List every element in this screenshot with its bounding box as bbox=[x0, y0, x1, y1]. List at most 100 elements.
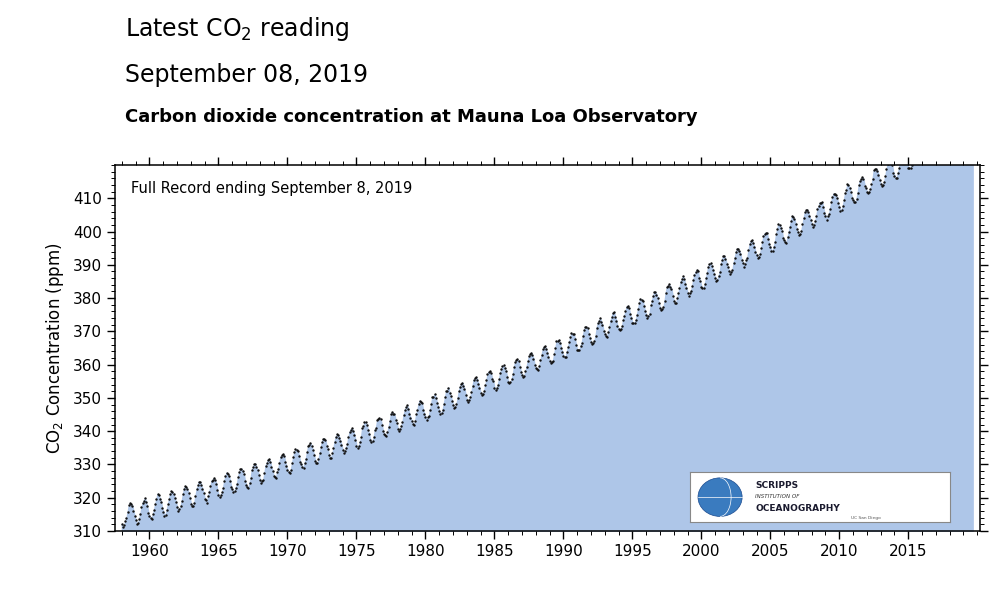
Point bbox=[880, 160, 896, 169]
Point bbox=[669, 293, 685, 303]
Point bbox=[615, 315, 631, 325]
Point bbox=[870, 170, 886, 179]
Point bbox=[811, 201, 827, 211]
Point bbox=[820, 211, 836, 220]
Point bbox=[747, 247, 763, 257]
Point bbox=[943, 139, 959, 149]
Point bbox=[393, 421, 409, 431]
Point bbox=[885, 168, 901, 178]
Point bbox=[168, 497, 184, 507]
Point bbox=[348, 441, 364, 451]
Point bbox=[688, 267, 704, 277]
Point bbox=[515, 372, 531, 382]
Point bbox=[600, 328, 616, 337]
Point bbox=[442, 389, 458, 398]
Point bbox=[298, 454, 314, 464]
Point bbox=[627, 318, 643, 328]
Point bbox=[683, 286, 699, 295]
Point bbox=[766, 242, 782, 251]
Point bbox=[322, 454, 338, 463]
Point bbox=[937, 121, 953, 130]
Point bbox=[401, 410, 417, 419]
Point bbox=[945, 133, 961, 142]
Point bbox=[254, 476, 270, 485]
Point bbox=[527, 360, 543, 370]
Point bbox=[153, 497, 169, 506]
Point bbox=[596, 326, 612, 336]
Point bbox=[668, 298, 684, 308]
Point bbox=[928, 146, 944, 156]
Point bbox=[141, 512, 157, 521]
Point bbox=[161, 494, 177, 504]
Point bbox=[117, 517, 133, 526]
Point bbox=[770, 220, 786, 229]
Point bbox=[895, 146, 911, 156]
Point bbox=[473, 388, 489, 397]
Point bbox=[354, 424, 370, 433]
Point bbox=[790, 227, 806, 237]
Point bbox=[881, 155, 897, 164]
Point bbox=[371, 413, 387, 423]
Point bbox=[434, 408, 450, 418]
Point bbox=[127, 511, 143, 521]
Point bbox=[837, 188, 853, 198]
Point bbox=[884, 161, 900, 170]
Point bbox=[750, 253, 766, 263]
Point bbox=[772, 220, 788, 230]
Point bbox=[333, 440, 349, 450]
Point bbox=[512, 362, 528, 371]
Point bbox=[467, 373, 483, 383]
Point bbox=[869, 166, 885, 176]
Point bbox=[139, 502, 155, 511]
Point bbox=[631, 298, 647, 308]
Y-axis label: CO$_2$ Concentration (ppm): CO$_2$ Concentration (ppm) bbox=[44, 242, 66, 454]
Point bbox=[350, 443, 366, 452]
Point bbox=[402, 413, 418, 422]
Point bbox=[913, 150, 929, 160]
Point bbox=[728, 248, 744, 257]
Point bbox=[124, 501, 140, 511]
Point bbox=[591, 316, 607, 326]
Point bbox=[391, 426, 407, 436]
Point bbox=[920, 138, 936, 148]
Point bbox=[708, 277, 724, 286]
Point bbox=[206, 473, 222, 483]
Point bbox=[150, 489, 166, 499]
Point bbox=[225, 487, 241, 496]
Point bbox=[373, 415, 389, 424]
Point bbox=[611, 324, 627, 334]
Point bbox=[666, 296, 682, 305]
Point bbox=[681, 291, 697, 301]
Point bbox=[151, 490, 167, 500]
Point bbox=[461, 395, 477, 405]
Point bbox=[645, 292, 661, 301]
Point bbox=[159, 505, 175, 515]
Point bbox=[421, 412, 437, 421]
Point bbox=[850, 188, 866, 197]
Point bbox=[215, 483, 231, 493]
Point bbox=[456, 385, 472, 394]
Point bbox=[342, 427, 358, 437]
Point bbox=[404, 416, 420, 426]
Point bbox=[483, 368, 499, 378]
Point bbox=[200, 491, 216, 501]
Point bbox=[500, 377, 516, 386]
Point bbox=[337, 446, 353, 456]
Point bbox=[301, 440, 317, 450]
Point bbox=[815, 202, 831, 212]
Point bbox=[619, 302, 635, 311]
Point bbox=[392, 425, 408, 434]
Point bbox=[620, 301, 636, 311]
Point bbox=[927, 139, 943, 149]
Point bbox=[836, 196, 852, 205]
Point bbox=[316, 434, 332, 444]
Point bbox=[283, 465, 299, 475]
Point bbox=[114, 519, 130, 529]
Point bbox=[324, 448, 340, 458]
Point bbox=[167, 494, 183, 503]
Point bbox=[692, 277, 708, 286]
Point bbox=[213, 490, 229, 500]
Point bbox=[567, 334, 583, 344]
Point bbox=[173, 502, 189, 511]
Point bbox=[228, 484, 244, 493]
